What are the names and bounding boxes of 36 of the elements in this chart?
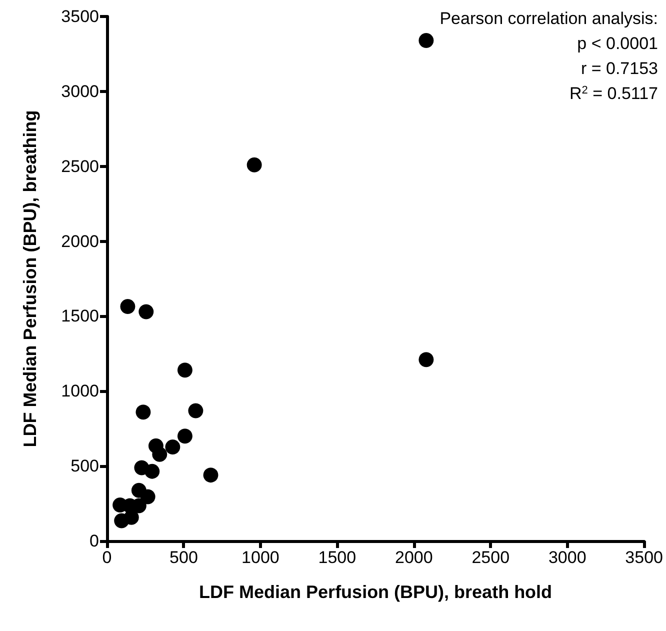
x-tick-label: 0 xyxy=(102,548,112,567)
point xyxy=(140,489,156,504)
y-tick-label: 1500 xyxy=(61,306,99,326)
x-tick-label: 2000 xyxy=(394,548,433,567)
point xyxy=(120,298,136,314)
point xyxy=(152,446,168,462)
x-tick-label: 500 xyxy=(170,548,198,567)
point xyxy=(136,404,151,420)
annotation: Pearson correlation analysis: xyxy=(440,9,658,28)
point xyxy=(114,513,130,528)
point xyxy=(203,468,218,483)
point xyxy=(188,403,204,418)
y-tick-label: 3500 xyxy=(61,7,99,26)
x-axis-title: LDF Median Perfusion (BPU), breath hold xyxy=(199,582,552,602)
y-tick-label: 1000 xyxy=(61,382,99,401)
x-tick-label: 3000 xyxy=(548,548,586,567)
point xyxy=(177,428,192,444)
x-tick-label: 1500 xyxy=(318,548,356,567)
y-tick-label: 0 xyxy=(90,532,99,550)
y-tick-label: 3000 xyxy=(61,82,99,101)
point xyxy=(246,157,262,172)
x-tick-label: 1000 xyxy=(242,548,280,567)
point xyxy=(418,32,434,48)
x-tick-label: 3500 xyxy=(625,548,664,567)
point xyxy=(165,440,180,455)
x-tick-label: 2500 xyxy=(472,548,510,567)
y-tick-label: 2000 xyxy=(61,232,99,251)
y-tick-label: 500 xyxy=(70,456,99,476)
point xyxy=(144,464,160,479)
annotation: p < 0.0001 xyxy=(577,34,658,53)
point xyxy=(418,352,434,368)
y-tick-label: 2500 xyxy=(61,156,99,176)
annotation: r = 0.7153 xyxy=(580,59,658,78)
point xyxy=(138,304,154,320)
y-axis-title: LDF Median Perfusion (BPU), breathing xyxy=(20,110,40,448)
point xyxy=(177,362,192,378)
